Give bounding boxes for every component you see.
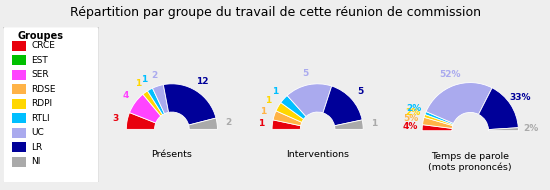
Text: 1: 1: [265, 96, 272, 105]
Bar: [12, 84, 26, 94]
Text: UC: UC: [32, 128, 45, 137]
Text: 1: 1: [371, 119, 377, 128]
Text: LR: LR: [32, 142, 43, 152]
Text: 4: 4: [123, 91, 129, 100]
Text: Groupes: Groupes: [17, 31, 63, 41]
Bar: [12, 55, 26, 65]
Text: NI: NI: [32, 157, 41, 166]
Text: EST: EST: [32, 56, 48, 65]
Wedge shape: [276, 103, 304, 122]
Wedge shape: [147, 88, 164, 115]
Bar: [12, 113, 26, 123]
Text: 52%: 52%: [439, 70, 460, 79]
FancyBboxPatch shape: [3, 27, 99, 184]
Wedge shape: [323, 86, 362, 126]
Text: 4%: 4%: [403, 122, 418, 131]
Wedge shape: [334, 120, 363, 129]
Text: 1: 1: [260, 107, 267, 116]
Text: 2%: 2%: [522, 124, 538, 133]
Text: 1: 1: [135, 79, 141, 88]
Text: SER: SER: [32, 70, 50, 79]
Text: RDSE: RDSE: [32, 85, 56, 94]
Text: 33%: 33%: [510, 93, 531, 102]
Wedge shape: [163, 84, 216, 125]
Wedge shape: [281, 96, 306, 119]
Wedge shape: [189, 118, 217, 129]
Text: 3: 3: [113, 114, 119, 123]
Wedge shape: [152, 85, 169, 114]
Wedge shape: [272, 120, 301, 129]
Wedge shape: [143, 91, 163, 116]
Text: 5%: 5%: [404, 114, 419, 123]
Wedge shape: [422, 117, 453, 128]
Bar: [12, 142, 26, 152]
Wedge shape: [424, 114, 453, 126]
Bar: [12, 99, 26, 109]
Wedge shape: [130, 94, 161, 123]
Wedge shape: [426, 83, 492, 124]
Text: 2%: 2%: [405, 108, 421, 117]
Text: Temps de parole
(mots prononcés): Temps de parole (mots prononcés): [428, 152, 512, 172]
Text: 2%: 2%: [406, 104, 422, 113]
Text: 12: 12: [196, 77, 208, 86]
Wedge shape: [488, 128, 518, 131]
Wedge shape: [287, 84, 332, 116]
Text: 5: 5: [302, 69, 309, 78]
Text: RDPI: RDPI: [32, 99, 53, 108]
Text: CRCE: CRCE: [32, 41, 56, 50]
Bar: [12, 157, 26, 167]
Text: 1: 1: [258, 119, 264, 128]
Text: 1: 1: [141, 75, 147, 84]
Wedge shape: [478, 88, 518, 130]
Wedge shape: [422, 125, 452, 131]
Wedge shape: [126, 113, 156, 129]
Wedge shape: [425, 112, 453, 124]
Text: RTLI: RTLI: [32, 114, 50, 123]
Bar: [12, 41, 26, 51]
Text: Interventions: Interventions: [286, 150, 349, 159]
Text: 1: 1: [272, 87, 278, 96]
Text: 2: 2: [226, 118, 232, 127]
Text: 2: 2: [151, 71, 157, 80]
Text: Présents: Présents: [151, 150, 192, 159]
Bar: [12, 127, 26, 138]
Wedge shape: [273, 111, 302, 126]
Bar: [12, 70, 26, 80]
Text: 5: 5: [357, 87, 363, 96]
Text: Répartition par groupe du travail de cette réunion de commission: Répartition par groupe du travail de cet…: [69, 6, 481, 19]
